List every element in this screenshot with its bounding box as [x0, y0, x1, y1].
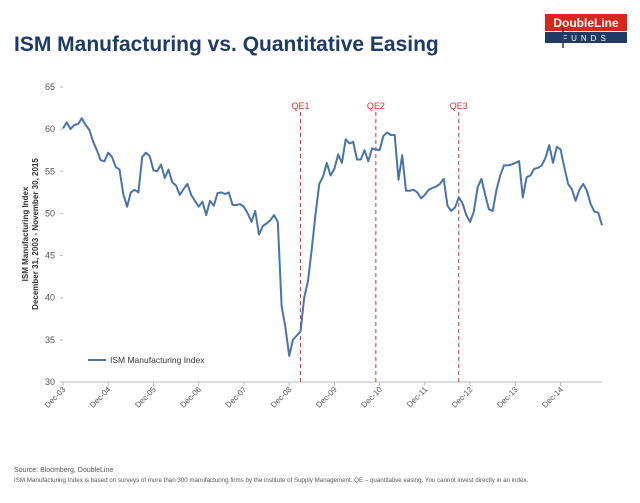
y-axis-label: ISM Manufacturing Index: [21, 186, 30, 281]
x-tick-label: Dec-09: [314, 385, 339, 410]
x-tick-label: Dec-04: [88, 385, 113, 410]
qe-label: QE3: [450, 101, 468, 111]
logo-sub: FUNDS: [562, 34, 610, 43]
x-tick-label: Dec-07: [224, 385, 249, 410]
x-tick-label: Dec-06: [179, 385, 204, 410]
chart-title: ISM Manufacturing vs. Quantitative Easin…: [14, 33, 439, 56]
x-tick-label: Dec-08: [269, 385, 294, 410]
y-tick-label: 55: [45, 166, 55, 176]
y-tick-label: 45: [45, 251, 55, 261]
legend-label: ISM Manufacturing Index: [110, 355, 205, 365]
logo-band-2: [545, 32, 627, 43]
qe-label: QE2: [367, 101, 385, 111]
y-tick-label: 60: [45, 124, 55, 134]
qe-label: QE1: [291, 101, 309, 111]
x-tick-label: Dec-10: [359, 385, 384, 410]
x-tick-label: Dec-03: [43, 385, 68, 410]
y-axis-label: December 31, 2003 - November 30, 2015: [31, 158, 40, 310]
x-tick-label: Dec-12: [450, 385, 475, 410]
y-tick-label: 50: [45, 208, 55, 218]
y-tick-label: 35: [45, 335, 55, 345]
y-tick-label: 30: [45, 377, 55, 387]
footnote: ISM Manufacturing Index is based on surv…: [14, 477, 528, 484]
x-tick-label: Dec-14: [540, 385, 565, 410]
logo-band: [545, 14, 627, 31]
x-tick-label: Dec-11: [405, 385, 430, 410]
logo-brand: DoubleLine: [553, 16, 619, 30]
series-line: [62, 117, 603, 357]
y-tick-label: 65: [45, 82, 55, 92]
x-tick-label: Dec-05: [133, 385, 158, 410]
y-tick-label: 40: [45, 293, 55, 303]
x-tick-label: Dec-13: [495, 385, 520, 410]
source: Source: Bloomberg, DoubleLine: [14, 467, 113, 474]
